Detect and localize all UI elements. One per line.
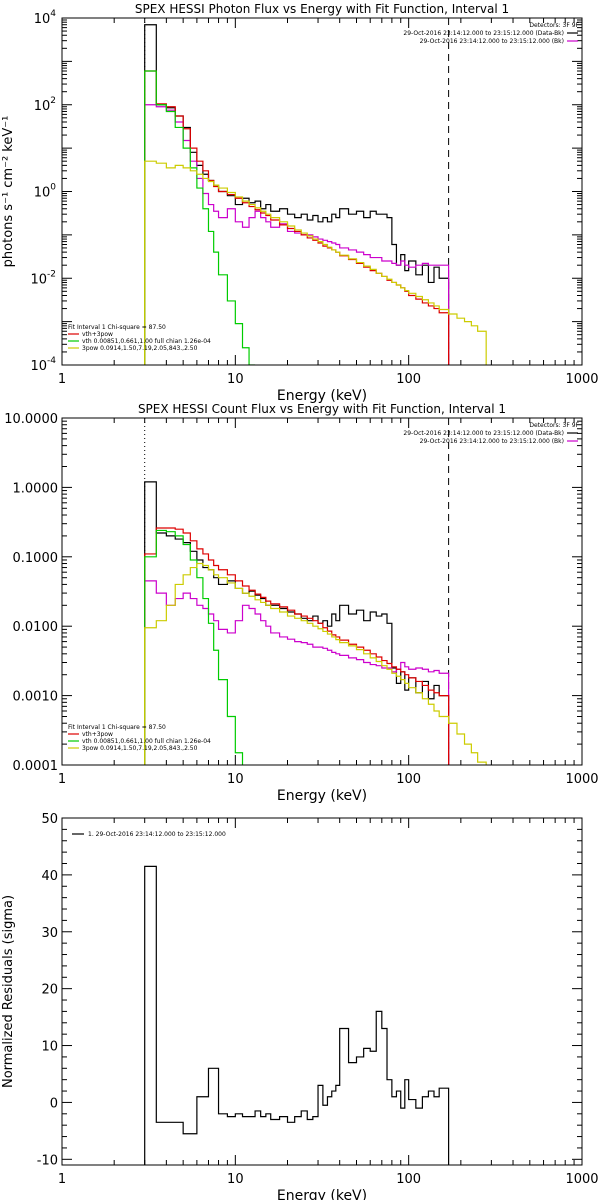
y-tick-label-exponent: 2 [50,96,56,106]
legend-entry: 29-Oct-2016 23:14:12.000 to 23:15:12.000… [420,438,564,445]
legend-title: Detectors: 3F 9F [529,422,579,429]
y-ticks [62,817,582,1160]
legend-entry: 3pow 0.0914,1.50,7.19,2.05,843.,2.50 [82,345,198,352]
y-tick-label: 102 [34,96,56,114]
legend-entry: vth 0.00851,0.661,1.00 full chian 1.26e-… [82,738,211,745]
legend-entry: 29-Oct-2016 23:14:12.000 to 23:15:12.000… [403,430,564,437]
legend-entry: vth 0.00851,0.661,1.00 full chian 1.26e-… [82,338,211,345]
chart-1: SPEX HESSI Photon Flux vs Energy with Fi… [1,2,599,404]
legend-entry: 29-Oct-2016 23:14:12.000 to 23:15:12.000… [403,30,564,37]
y-tick-label: 1.0000 [13,481,59,496]
y-tick-label-exponent: -2 [47,269,56,279]
x-tick-label: 1 [58,772,66,787]
y-tick-label: 104 [34,9,57,27]
y-tick-label: 10 [41,1040,58,1055]
y-tick-label: 100 [34,183,57,201]
x-tick-label: 10 [227,772,244,787]
x-tick-label: 1 [58,1172,66,1187]
y-tick-label-base: 10 [30,272,47,287]
y-axis-label: Normalized Residuals (sigma) [1,895,16,1088]
y-tick-label: 20 [41,983,58,998]
y-tick-label: 0.1000 [13,551,59,566]
plot-frame [61,17,583,366]
legend-entry: 3pow 0.0914,1.50,7.19,2.05,843.,2.50 [82,745,198,752]
y-tick-label: 10-2 [30,269,56,287]
legend-bottom-left: Fit Interval 1 Chi-square = 87.50vth+3po… [68,324,211,352]
x-tick-label: 10 [227,372,244,387]
series-4-line [144,529,244,765]
x-axis-label: Energy (keV) [277,1188,367,1200]
chart-3: 1 10 100 1000 Energy (keV) -10 0 10 20 30 40 50 Norm… [1,812,599,1200]
legend-entry: 1. 29-Oct-2016 23:14:12.000 to 23:15:12.… [88,831,226,838]
x-ticks [61,18,575,365]
x-tick-label: 100 [396,772,421,787]
y-tick-label-exponent: 0 [50,183,56,193]
legend-top-left: 1. 29-Oct-2016 23:14:12.000 to 23:15:12.… [72,831,226,838]
plot-frame [61,817,583,1166]
chart-2: SPEX HESSI Count Flux vs Energy with Fit… [4,402,598,804]
x-tick-label: 1000 [565,372,598,387]
series-2-line [144,580,450,765]
legend-title: Fit Interval 1 Chi-square = 87.50 [68,724,166,731]
y-tick-label-base: 10 [34,99,51,114]
y-tick-label: 30 [41,926,58,941]
x-tick-label: 1000 [565,772,598,787]
legend-title: Fit Interval 1 Chi-square = 87.50 [68,324,166,331]
x-ticks [61,418,575,765]
y-tick-label: 0 [50,1096,58,1111]
y-tick-label-base: 10 [30,359,47,374]
y-tick-label: -10 [37,1153,58,1168]
x-axis-label: Energy (keV) [277,788,367,804]
series-1-line [144,865,450,1165]
y-tick-label: 0.0001 [13,759,59,774]
x-tick-label: 1 [58,372,66,387]
x-tick-label: 100 [396,1172,421,1187]
x-tick-label: 1000 [565,1172,598,1187]
legend-bottom-left: Fit Interval 1 Chi-square = 87.50vth+3po… [68,724,211,752]
x-ticks [61,818,575,1165]
y-tick-label: 10-4 [30,356,56,374]
x-axis-label: Energy (keV) [277,388,367,404]
chart-title: SPEX HESSI Photon Flux vs Energy with Fi… [135,2,509,16]
x-tick-label: 100 [396,372,421,387]
y-tick-label-base: 10 [34,12,51,27]
series-1-line [144,481,450,765]
series-5-line [144,160,487,365]
y-ticks [62,417,582,766]
series-3-line [144,527,450,765]
y-tick-label: 0.0010 [13,690,59,705]
chart-title: SPEX HESSI Count Flux vs Energy with Fit… [138,402,506,416]
legend-title: Detectors: 3F 9F [529,22,579,29]
series-5-line [144,562,487,765]
plot-frame [61,417,583,766]
y-axis-label: photons s⁻¹ cm⁻² keV⁻¹ [1,116,16,268]
legend-entry: vth+3pow [82,331,113,338]
series-4-line [144,70,256,365]
y-tick-label-exponent: -4 [47,356,56,366]
legend-entry: 29-Oct-2016 23:14:12.000 to 23:15:12.000… [420,38,564,45]
y-tick-label: 40 [41,869,58,884]
y-ticks [62,17,582,366]
y-tick-label-base: 10 [34,186,51,201]
y-tick-label: 0.0100 [13,620,59,635]
legend-entry: vth+3pow [82,731,113,738]
y-tick-label: 50 [41,812,58,827]
x-tick-label: 10 [227,1172,244,1187]
y-tick-label: 10.0000 [4,412,58,427]
series-1-line [144,24,450,365]
y-tick-label-exponent: 4 [50,9,56,19]
